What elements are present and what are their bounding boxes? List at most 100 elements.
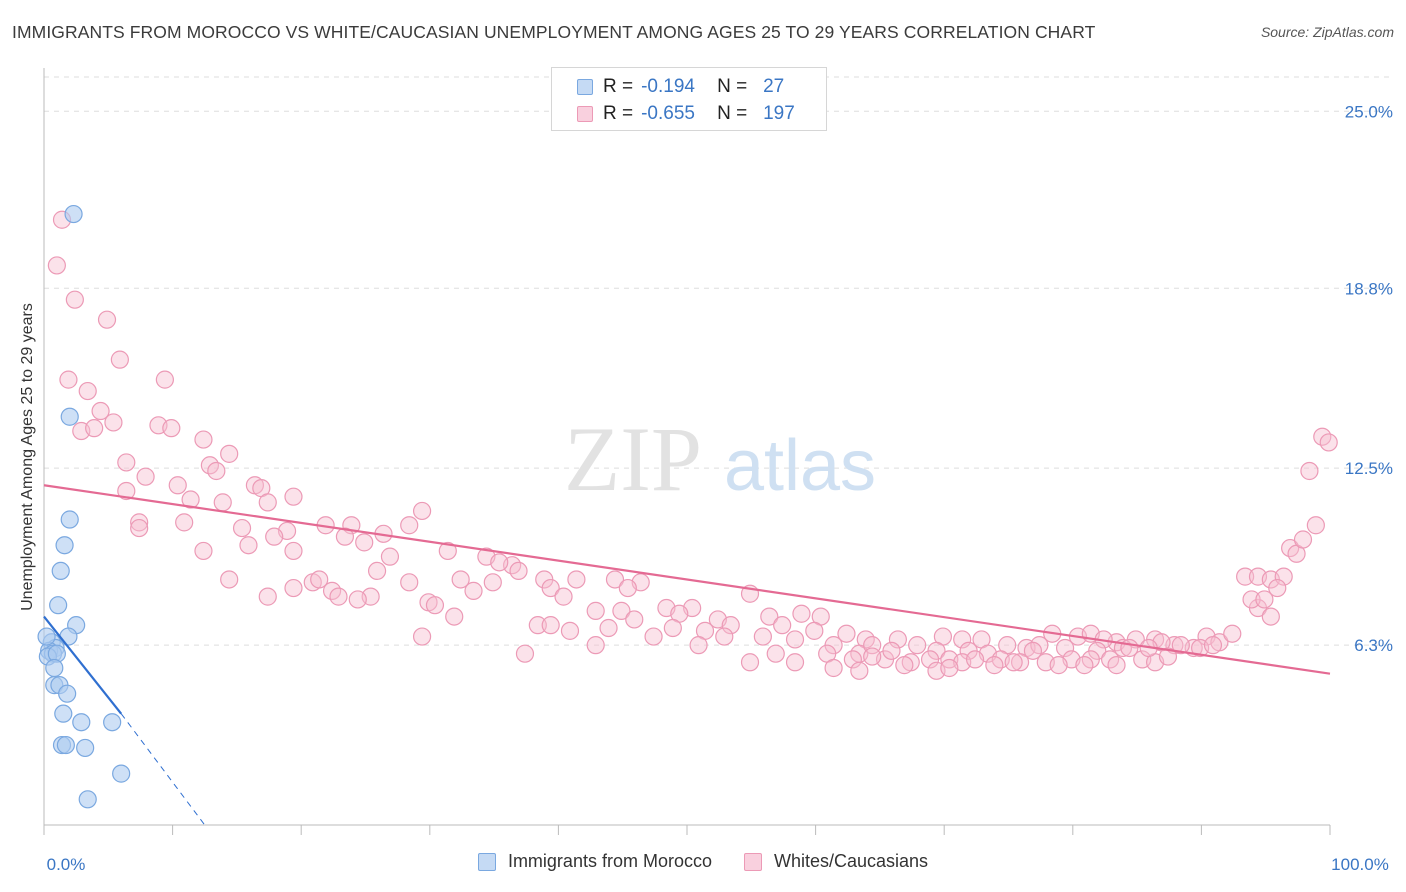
morocco-trend-line <box>43 615 123 715</box>
whites-point <box>760 607 779 626</box>
whites-point <box>175 513 194 532</box>
whites-point <box>78 381 97 401</box>
whites-point <box>310 570 329 589</box>
morocco-point <box>58 684 77 703</box>
whites-point <box>97 310 117 329</box>
tick-labels: 6.3% 12.5% 18.8% 25.0% 0.0% 100.0% <box>47 102 1393 874</box>
whites-point <box>740 653 760 672</box>
morocco-point <box>56 735 75 755</box>
chart-title: IMMIGRANTS FROM MOROCCO VS WHITE/CAUCASI… <box>12 22 1096 42</box>
whites-point <box>162 419 181 438</box>
whites-point <box>1293 530 1313 549</box>
whites-point <box>335 527 355 546</box>
whites-point <box>541 578 560 598</box>
whites-point <box>284 487 303 506</box>
legend-n-label: N = <box>717 76 748 97</box>
series-legend: Immigrants from Morocco Whites/Caucasian… <box>0 851 1406 872</box>
whites-point <box>1023 641 1043 660</box>
whites-point <box>1242 590 1261 609</box>
morocco-point <box>72 713 91 732</box>
whites-point <box>258 493 277 512</box>
series-legend-morocco[interactable]: Immigrants from Morocco <box>477 851 712 872</box>
whites-point <box>355 533 374 552</box>
morocco-point <box>76 738 95 758</box>
legend-n-value: 197 <box>763 103 795 124</box>
legend-swatch-pink <box>577 106 593 122</box>
whites-point <box>220 444 239 463</box>
whites-point <box>136 467 155 486</box>
morocco-points <box>37 204 131 809</box>
whites-point <box>895 656 914 675</box>
whites-point <box>400 516 419 535</box>
morocco-point <box>103 713 122 732</box>
whites-point <box>265 527 284 546</box>
whites-point <box>1319 433 1338 452</box>
whites-point <box>1306 516 1325 535</box>
whites-point <box>509 561 528 581</box>
morocco-point <box>60 510 79 529</box>
whites-point <box>1274 567 1293 586</box>
whites-point <box>850 661 869 680</box>
whites-point <box>1010 653 1030 672</box>
legend-r-label: R = <box>603 103 634 124</box>
whites-point <box>85 419 104 438</box>
morocco-point <box>78 790 97 809</box>
watermark: ZIP atlas <box>564 408 876 510</box>
whites-point <box>1158 647 1178 666</box>
whites-point <box>985 656 1004 675</box>
whites-point <box>213 493 232 512</box>
legend-row-whites: R = -0.655 N = 197 <box>552 100 795 128</box>
x-tick-label: 100.0% <box>1331 855 1389 874</box>
whites-point <box>625 610 644 629</box>
whites-point <box>168 476 187 495</box>
whites-point <box>207 461 226 481</box>
whites-point <box>483 573 502 592</box>
whites-point <box>400 573 419 592</box>
x-tick-label: 0.0% <box>47 855 86 874</box>
whites-point <box>284 541 303 561</box>
whites-point <box>1300 461 1319 481</box>
gridlines <box>44 76 1393 646</box>
whites-point <box>464 581 483 600</box>
morocco-point <box>51 561 70 581</box>
legend-r-label: R = <box>603 76 634 97</box>
whites-point <box>785 653 805 672</box>
whites-point <box>863 647 882 666</box>
whites-point <box>773 616 792 635</box>
whites-point <box>1261 607 1280 626</box>
whites-point <box>940 658 959 678</box>
whites-point <box>888 630 908 649</box>
whites-point <box>721 616 740 635</box>
whites-point <box>91 401 110 421</box>
whites-point <box>567 570 586 589</box>
whites-point <box>792 604 811 623</box>
morocco-point <box>112 764 131 783</box>
morocco-point <box>60 407 79 426</box>
whites-point <box>953 630 972 649</box>
series-legend-whites[interactable]: Whites/Caucasians <box>743 851 928 872</box>
whites-point <box>380 547 400 566</box>
whites-point <box>644 627 663 646</box>
whites-point <box>367 561 387 581</box>
whites-point <box>490 553 509 572</box>
whites-point <box>586 601 605 620</box>
whites-point <box>554 587 573 606</box>
axes <box>43 68 1331 835</box>
whites-point <box>528 616 547 635</box>
morocco-point <box>49 596 68 615</box>
correlation-legend: R = -0.194 N = 27 R = -0.655 N = 197 <box>551 67 827 131</box>
whites-point <box>920 650 940 669</box>
whites-point <box>130 518 149 538</box>
whites-point <box>445 607 464 626</box>
whites-point <box>258 587 277 606</box>
series-swatch-blue <box>477 852 496 871</box>
whites-point <box>882 641 901 660</box>
legend-r-value: -0.194 <box>641 76 695 97</box>
whites-point <box>541 616 560 635</box>
watermark-zip: ZIP <box>564 408 702 510</box>
whites-trend-line <box>43 484 1331 675</box>
morocco-point <box>64 204 83 224</box>
whites-point <box>104 413 123 432</box>
whites-point <box>117 481 136 501</box>
